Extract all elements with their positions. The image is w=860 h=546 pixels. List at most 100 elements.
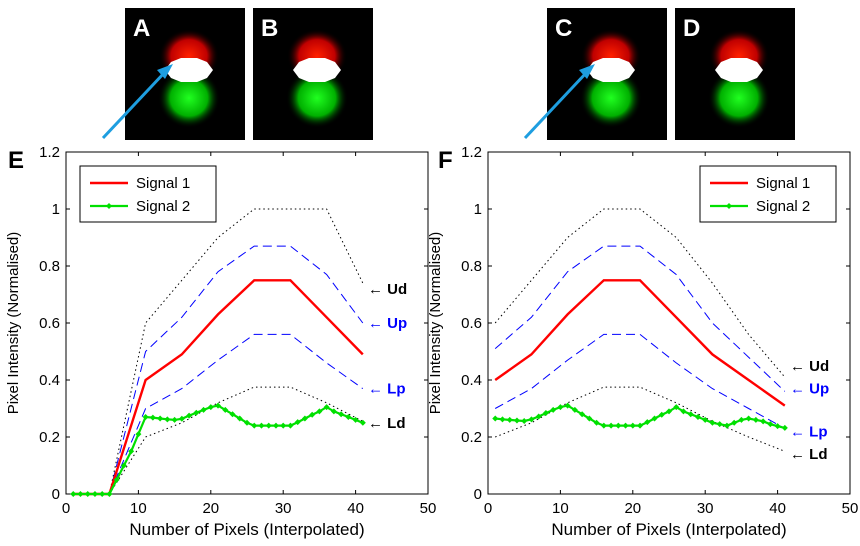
- legend-label: Signal 1: [136, 175, 190, 192]
- series-ld-line: [495, 386, 785, 452]
- annotation-ld: ← Ld: [790, 446, 828, 463]
- annotation-up: ← Up: [368, 315, 407, 332]
- x-tick-label: 50: [842, 500, 859, 517]
- y-tick-label: 0.6: [39, 315, 60, 332]
- signal-2-point: [535, 413, 542, 420]
- y-tick-label: 0.8: [461, 258, 482, 275]
- white-overlap-region: [715, 58, 763, 82]
- signal-2-point: [687, 411, 694, 418]
- y-tick-label: 0.6: [461, 315, 482, 332]
- legend-box: [79, 165, 217, 223]
- x-tick-label: 10: [130, 500, 147, 517]
- legend-label: Signal 2: [756, 198, 810, 215]
- signal-2-point: [492, 415, 499, 422]
- signal-2-point: [229, 411, 236, 418]
- signal-2-point: [91, 491, 98, 497]
- arrow-head: [579, 64, 595, 79]
- signal-2-point: [309, 411, 316, 418]
- thumbnail-letter: A: [133, 15, 150, 42]
- signal-2-point: [760, 418, 767, 425]
- annotation-ld: ← Ld: [368, 415, 406, 432]
- signal-2-point: [644, 419, 651, 426]
- signal-2-point: [637, 422, 644, 429]
- signal-2-point: [178, 415, 185, 422]
- signal-2-point: [666, 408, 672, 415]
- signal-2-point: [200, 406, 207, 413]
- signal-2-point: [70, 491, 77, 497]
- series-lp-line: [494, 333, 786, 429]
- signal-2-point: [301, 415, 308, 422]
- signal-2-point: [171, 416, 178, 423]
- signal-2-point: [120, 462, 127, 469]
- signal-2-point: [586, 415, 593, 422]
- signal-2-point: [528, 416, 535, 423]
- signal-2-point: [608, 422, 615, 429]
- x-tick-label: 20: [202, 500, 219, 517]
- signal-2-point: [84, 491, 91, 497]
- arrow-head: [157, 64, 173, 79]
- arrow-line: [523, 70, 589, 140]
- white-overlap-region: [165, 58, 213, 82]
- signal-2-point: [702, 416, 709, 423]
- signal-2-point: [752, 416, 759, 423]
- signal-2-point: [564, 402, 571, 409]
- legend: Signal 1 Signal 2: [79, 165, 217, 223]
- series-signal-1-line: [73, 279, 364, 496]
- green-blob: [708, 68, 770, 128]
- signal-2-point: [694, 414, 701, 421]
- signal-2-point: [781, 424, 788, 431]
- signal-2-point: [615, 422, 622, 429]
- series-ld-line: [108, 386, 364, 495]
- signal-2-point: [557, 404, 564, 411]
- signal-2-point: [323, 404, 330, 411]
- signal-2-point: [593, 419, 600, 426]
- x-tick-label: 20: [624, 500, 641, 517]
- x-tick-label: 10: [552, 500, 569, 517]
- signal-2-point: [222, 406, 229, 413]
- y-tick-label: 0.4: [39, 372, 60, 389]
- signal-2-point: [207, 404, 214, 411]
- series-ud-line: [494, 208, 786, 378]
- y-axis-label: Pixel Intensity (Normalised): [5, 232, 22, 415]
- legend-box: [699, 165, 837, 223]
- y-tick-label: 0.8: [39, 258, 60, 275]
- signal-2-point: [513, 417, 520, 424]
- green-blob: [580, 68, 642, 128]
- thumbnail-letter: B: [261, 15, 278, 42]
- signal-2-point: [542, 410, 549, 417]
- thumbnail-a: A: [101, 8, 245, 140]
- signal-2-point: [193, 409, 200, 416]
- panel-letter: E: [8, 147, 24, 174]
- annotation-ud: ← Ud: [790, 358, 829, 375]
- signal-2-point: [99, 491, 106, 497]
- x-tick-label: 30: [697, 500, 714, 517]
- signal-2-point: [135, 431, 142, 438]
- x-tick-label: 50: [420, 500, 437, 517]
- signal-2-point: [265, 422, 272, 429]
- signal-2-point: [716, 421, 723, 428]
- y-tick-label: 1: [474, 201, 482, 218]
- x-tick-label: 30: [275, 500, 292, 517]
- y-tick-label: 1.2: [461, 144, 482, 161]
- signal-2-point: [142, 414, 149, 421]
- signal-2-point: [506, 416, 513, 423]
- signal-2-point: [272, 422, 279, 429]
- thumbnail-letter: D: [683, 15, 700, 42]
- thumbnail-c: C: [523, 8, 667, 140]
- y-tick-label: 0: [474, 486, 482, 503]
- green-blob: [286, 68, 348, 128]
- signal-2-point: [651, 415, 658, 422]
- x-tick-label: 40: [769, 500, 786, 517]
- legend-label: Signal 2: [136, 198, 190, 215]
- panel-f: F 0 10 20 30 40 50 0 0.2 0.4 0.6 0.8 1 1.2 Number of P…: [427, 144, 858, 539]
- x-tick-label: 40: [347, 500, 364, 517]
- x-axis-label: Number of Pixels (Interpolated): [129, 520, 364, 539]
- signal-2-point: [359, 419, 366, 426]
- signal-2-point: [738, 416, 745, 423]
- y-tick-label: 0.4: [461, 372, 482, 389]
- signal-2-point: [244, 419, 250, 426]
- thumbnail-images: A B C D: [101, 8, 795, 140]
- legend: Signal 1 Signal 2: [699, 165, 837, 223]
- x-axis-label: Number of Pixels (Interpolated): [551, 520, 786, 539]
